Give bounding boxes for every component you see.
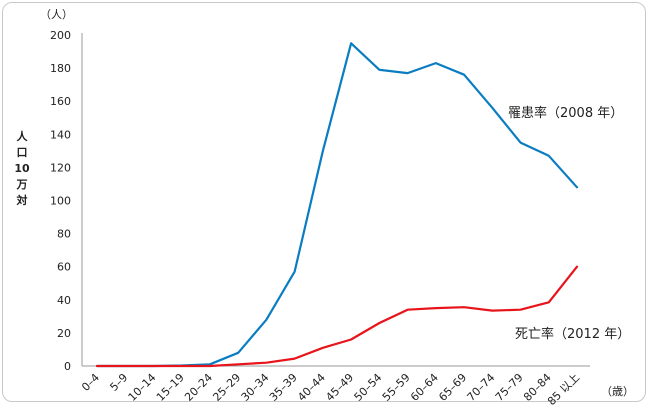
y-axis-label-char: 口 (17, 146, 28, 159)
y-axis-label-char: 10 (14, 162, 30, 175)
x-tick-label: 65–69 (436, 371, 469, 404)
y-tick-label: 20 (57, 327, 71, 340)
y-tick-label: 40 (57, 294, 71, 307)
y-tick-label: 0 (64, 360, 71, 373)
x-tick-label: 40–44 (295, 371, 328, 404)
x-tick-label: 70–74 (465, 371, 498, 404)
x-tick-label: 30–34 (239, 371, 272, 404)
x-tick-label: 75–79 (493, 371, 526, 404)
series-label-incidence: 罹患率（2008 年） (508, 105, 623, 121)
x-tick-label: 20–24 (182, 371, 215, 404)
chart-frame (2, 2, 646, 402)
series-lines (95, 42, 579, 368)
x-unit-label: （歳） (601, 385, 634, 398)
x-tick-label: 85 以上 (545, 371, 582, 406)
y-tick-label: 80 (57, 228, 71, 241)
y-tick-label: 120 (50, 161, 71, 174)
y-axis-label-char: 人 (17, 129, 29, 143)
series-line-incidence (95, 42, 579, 368)
axes (81, 33, 590, 367)
x-tick-label: 15–19 (154, 371, 187, 404)
series-label-mortality: 死亡率（2012 年） (515, 326, 630, 342)
y-ticks: 0 20 40 60 80 100 120 140 160 180 200 (50, 29, 71, 373)
x-tick-label: 0–4 (79, 371, 102, 394)
y-tick-label: 140 (50, 128, 71, 141)
y-tick-label: 60 (57, 261, 71, 274)
x-ticks: 0–4 5–910–1415–1920–2425–2930–3435–3940–4… (79, 371, 582, 406)
x-tick-label: 5–9 (107, 371, 130, 394)
y-tick-label: 200 (50, 29, 71, 42)
x-tick-label: 60–64 (408, 371, 441, 404)
y-axis-label-char: 対 (16, 193, 28, 207)
x-tick-label: 55–59 (380, 371, 413, 404)
y-tick-label: 160 (50, 95, 71, 108)
series-line-mortality (95, 265, 579, 368)
y-unit-label: （人） (40, 8, 73, 21)
x-tick-label: 45–49 (323, 371, 356, 404)
y-axis-label-char: 万 (16, 178, 28, 191)
y-axis-label: 人口 10 万対 (14, 129, 30, 207)
x-tick-label: 25–29 (210, 371, 243, 404)
x-tick-label: 50–54 (352, 371, 385, 404)
x-tick-label: 35–39 (267, 371, 300, 404)
y-tick-label: 180 (50, 62, 71, 75)
x-tick-label: 10–14 (126, 371, 159, 404)
y-tick-label: 100 (50, 195, 71, 208)
